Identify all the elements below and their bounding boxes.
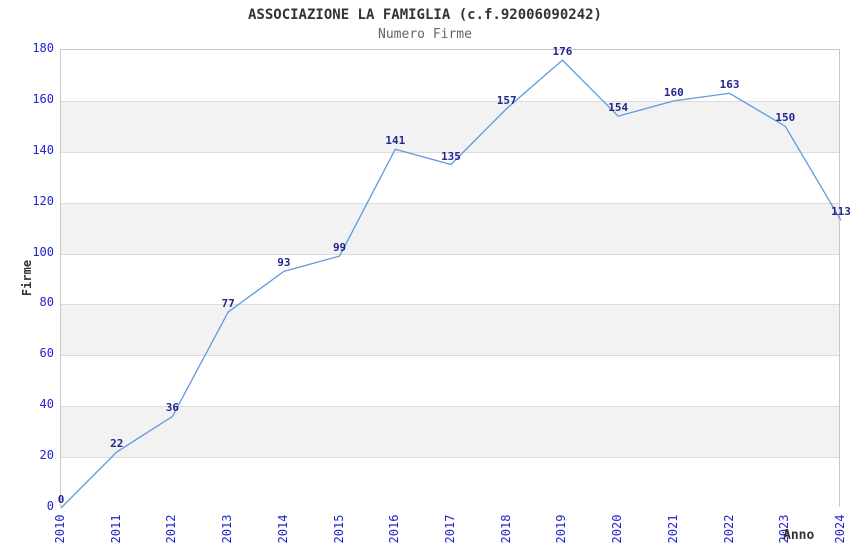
x-tick-label: 2022: [721, 514, 736, 544]
data-point-label: 135: [441, 149, 461, 163]
gridline: [61, 151, 839, 153]
chart-title: ASSOCIAZIONE LA FAMIGLIA (c.f.9200609024…: [247, 7, 602, 23]
gridline: [61, 457, 839, 459]
plot-band: [61, 457, 839, 508]
data-point-label: 163: [719, 78, 740, 92]
data-point-label: 176: [552, 45, 573, 59]
plot-band: [61, 151, 839, 203]
plot-band: [61, 50, 839, 101]
data-point-label: 77: [221, 297, 235, 311]
x-tick-label: 2010: [53, 514, 67, 544]
y-tick-label: 80: [39, 295, 54, 310]
gridline: [61, 406, 839, 408]
data-point-label: 157: [496, 93, 517, 107]
x-tick-label: 2013: [220, 514, 235, 544]
x-tick-label: 2019: [554, 514, 569, 544]
gridline: [61, 202, 839, 204]
plot-band: [61, 253, 839, 305]
x-tick-label: 2018: [498, 514, 513, 544]
data-point-label: 36: [165, 401, 180, 415]
x-tick-label: 2011: [108, 514, 123, 544]
x-tick-label: 2014: [275, 514, 290, 544]
gridline: [61, 253, 839, 255]
y-axis-title: Firme: [20, 259, 34, 297]
y-tick-label: 40: [39, 397, 54, 412]
data-point-label: 160: [663, 85, 684, 99]
y-tick-label: 180: [32, 41, 54, 55]
gridline: [61, 355, 839, 357]
y-tick-label: 160: [32, 91, 54, 106]
x-tick-label: 2020: [610, 514, 625, 544]
x-tick-label: 2015: [331, 514, 346, 544]
gridline: [61, 100, 839, 102]
y-tick-label: 20: [39, 448, 54, 463]
data-point-label: 93: [277, 256, 291, 270]
line-series-svg: [60, 59, 842, 509]
plot-band: [61, 406, 839, 458]
plot-band: [61, 355, 839, 407]
x-tick-label: 2016: [387, 514, 402, 544]
plot-area: 0 22 36 77 93 99 141 135 157 176 154 160 163 150 113: [57, 45, 850, 509]
x-tick-label: 2024: [833, 514, 847, 544]
data-point-label: 22: [110, 437, 124, 451]
chart-subtitle: Numero Firme: [378, 27, 472, 42]
data-point-label: 141: [385, 134, 406, 148]
y-tick-label: 0: [46, 499, 54, 513]
y-tick-label: 140: [32, 142, 54, 157]
x-tick-label: 2017: [443, 514, 457, 544]
plot-band: [61, 202, 839, 254]
plot-band: [61, 304, 839, 356]
x-axis-title: Anno: [783, 528, 815, 543]
plot-band: [61, 100, 839, 152]
gridline: [61, 304, 839, 306]
y-tick-label: 120: [32, 193, 54, 208]
data-point-label: 113: [831, 205, 850, 219]
data-point-label: 0: [57, 493, 65, 506]
data-point-label: 154: [608, 101, 629, 115]
data-point-label: 150: [775, 111, 796, 125]
data-point-label: 99: [332, 241, 347, 255]
y-tick-label: 100: [32, 244, 54, 259]
line-series: [60, 59, 842, 509]
x-tick-label: 2021: [665, 514, 680, 544]
y-tick-label: 60: [39, 346, 54, 361]
x-tick-label: 2012: [164, 514, 179, 544]
